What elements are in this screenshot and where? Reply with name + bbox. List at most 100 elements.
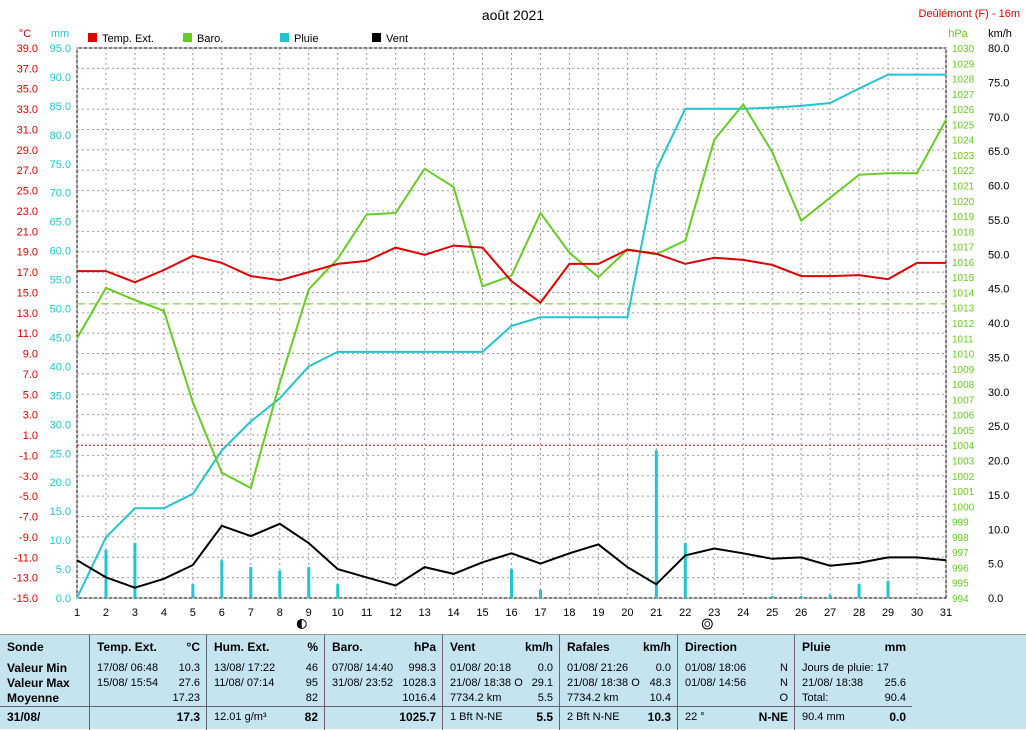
stats-row: 1 Bft N-NE 5.5 [443, 710, 559, 725]
baro-tick-label: 1007 [952, 395, 975, 406]
stats-cell-value: N [780, 677, 788, 689]
legend-label: Pluie [294, 33, 318, 45]
stats-row: 22 ° N-NE [678, 710, 794, 725]
stats-header: Temp. Ext. °C [90, 640, 206, 655]
stats-col-pluie: Pluie mm Jours de pluie: 17 21/08/ 18:38 25.… [794, 635, 912, 730]
rain-day-bar [770, 595, 774, 598]
hum-tick-label: 5.0 [56, 564, 71, 576]
stats-cell-detail: 13/08/ 17:22 [214, 662, 276, 674]
stats-header-label: Sonde [7, 640, 44, 654]
stats-row-label: 31/08/ [7, 710, 41, 724]
baro-tick-label: 1010 [952, 350, 975, 361]
stats-row: 17.23 [90, 691, 206, 706]
baro-tick-label: 994 [952, 594, 969, 605]
temp-tick-label: -13.0 [13, 573, 38, 585]
rain-day-bar [828, 594, 832, 598]
chart-marks [76, 73, 947, 630]
stats-cell-value: 0.0 [889, 710, 906, 724]
series-line-temp-ext [77, 244, 946, 304]
baro-tick-label: 1009 [952, 365, 975, 376]
stats-cell-value: 5.5 [537, 692, 553, 704]
stats-cell-value: N [780, 662, 788, 674]
stats-cell-detail: 21/08/ 18:38 O [567, 677, 640, 689]
rain-day-bar [683, 543, 687, 598]
stats-row-label: Valeur Max [7, 676, 70, 690]
stats-cell-value: 46 [305, 662, 318, 674]
full-moon-icon [701, 618, 713, 630]
stats-cell-value: 25.6 [884, 677, 906, 689]
baro-tick-label: 1000 [952, 502, 975, 513]
stats-row: 82 [207, 691, 324, 706]
x-tick-label: 12 [390, 607, 402, 619]
stats-row: Jours de pluie: 17 [795, 661, 912, 676]
baro-tick-label: 1016 [952, 258, 975, 269]
temp-tick-label: 37.0 [17, 63, 38, 75]
baro-tick-label: 999 [952, 518, 969, 529]
baro-tick-label: 1004 [952, 441, 975, 452]
temp-tick-label: 27.0 [17, 165, 38, 177]
hum-unit-label: mm [51, 28, 69, 40]
stats-header-label: Direction [685, 640, 738, 654]
series-line-baro [76, 102, 947, 490]
temp-tick-label: -3.0 [19, 471, 38, 483]
hum-tick-label: 60.0 [50, 246, 71, 258]
stats-cell-value: 90.4 [884, 692, 906, 704]
hum-tick-label: 50.0 [50, 304, 71, 316]
stats-row: 7734.2 km 5.5 [443, 691, 559, 706]
x-tick-label: 27 [824, 607, 836, 619]
hum-tick-label: 20.0 [50, 477, 71, 489]
stats-cell-detail: 12.01 g/m³ [214, 711, 267, 723]
hum-tick-label: 25.0 [50, 448, 71, 460]
x-tick-label: 15 [476, 607, 488, 619]
stats-header-label: Baro. [332, 640, 363, 654]
x-tick-label: 8 [277, 607, 283, 619]
stats-header: Hum. Ext.% [207, 640, 324, 655]
stats-header-label: Vent [450, 640, 476, 654]
x-tick-label: 25 [766, 607, 778, 619]
x-tick-label: 9 [306, 607, 312, 619]
hum-tick-label: 10.0 [50, 535, 71, 547]
stats-cell-value: 29.1 [531, 677, 553, 689]
x-tick-label: 26 [795, 607, 807, 619]
wind-tick-label: 15.0 [988, 490, 1009, 502]
baro-tick-label: 1018 [952, 227, 975, 238]
temp-tick-label: 25.0 [17, 186, 38, 198]
hum-tick-label: 70.0 [50, 188, 71, 200]
stats-cell-value: 5.5 [536, 710, 553, 724]
legend-swatch [88, 33, 97, 42]
x-tick-label: 16 [505, 607, 517, 619]
stats-header-label: Hum. Ext. [214, 640, 270, 654]
stats-row: 17/08/ 06:48 10.3 [90, 661, 206, 676]
stats-row: 2 Bft N-NE 10.3 [560, 710, 677, 725]
temp-tick-label: 11.0 [17, 328, 38, 340]
stats-header: Sonde [0, 640, 89, 655]
baro-tick-label: 998 [952, 533, 969, 544]
stats-cell-detail: 7734.2 km [450, 692, 502, 704]
stats-header: Pluie mm [795, 640, 912, 655]
baro-tick-label: 1019 [952, 212, 975, 223]
hum-tick-label: 55.0 [50, 275, 71, 287]
hum-tick-label: 80.0 [50, 130, 71, 142]
baro-tick-label: 1001 [952, 487, 975, 498]
stats-row: 07/08/ 14:40 998.3 [325, 661, 442, 676]
hum-tick-label: 90.0 [50, 72, 71, 84]
stats-cell-detail: Jours de pluie: 17 [802, 662, 889, 674]
stats-col-temp: Temp. Ext. °C 17/08/ 06:48 10.3 15/08/ 15:54… [89, 635, 206, 730]
legend-swatch [280, 33, 289, 42]
temp-tick-label: 23.0 [17, 206, 38, 218]
stats-cell-detail: 01/08/ 21:26 [567, 662, 629, 674]
temp-tick-label: 21.0 [17, 226, 38, 238]
legend-label: Baro. [197, 33, 223, 45]
baro-tick-label: 1002 [952, 472, 975, 483]
rain-day-bar [799, 595, 803, 598]
chart-grid [76, 47, 947, 599]
stats-row: 01/08/ 21:26 0.0 [560, 661, 677, 676]
stats-row-label: Valeur Min [7, 661, 68, 675]
stats-separator [560, 706, 677, 707]
temp-tick-label: -5.0 [19, 491, 38, 503]
stats-row: 1016.4 [325, 691, 442, 706]
stats-row: 1025.7 [325, 710, 442, 725]
baro-tick-label: 1023 [952, 151, 975, 162]
stats-separator [678, 706, 794, 707]
x-tick-label: 30 [911, 607, 923, 619]
